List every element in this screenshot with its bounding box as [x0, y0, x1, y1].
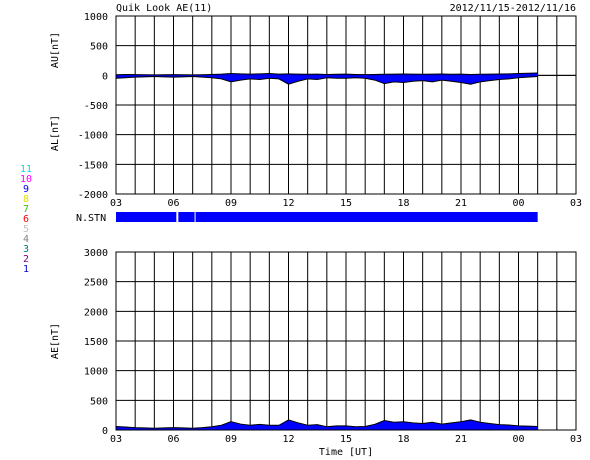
top-ytick-label: -500 [84, 101, 108, 112]
top-xtick-label: 06 [167, 198, 179, 209]
series-au-line [115, 72, 538, 76]
station-legend-item: 1 [23, 264, 29, 275]
station-legend-item: 2 [23, 254, 29, 265]
top-xtick-label: 03 [570, 198, 582, 209]
top-ytick-label: 1000 [84, 12, 108, 23]
station-legend-item: 8 [23, 194, 29, 205]
top-ytick-label: 500 [90, 42, 108, 53]
date-range: 2012/11/15-2012/11/16 [450, 3, 576, 14]
station-legend-item: 5 [23, 224, 29, 235]
station-count-bar: N.STN [76, 212, 538, 224]
bottom-ytick-label: 2000 [84, 307, 108, 318]
bottom-xtick-label: 18 [397, 434, 409, 445]
station-legend-item: 6 [23, 214, 29, 225]
top-xtick-label: 00 [512, 198, 524, 209]
nstn-label: N.STN [76, 213, 106, 224]
bottom-xtick-label: 21 [455, 434, 467, 445]
bottom-ytick-label: 0 [102, 426, 108, 437]
nstn-segment [178, 212, 195, 222]
top-xtick-label: 09 [225, 198, 237, 209]
station-legend-item: 11 [20, 164, 32, 175]
series-ae-line [115, 419, 538, 429]
series-al-line [115, 76, 538, 85]
ylabel-au: AU[nT] [50, 32, 61, 68]
bottom-xtick-label: 12 [282, 434, 294, 445]
top-ytick-label: -1000 [78, 131, 108, 142]
bottom-xtick-label: 03 [570, 434, 582, 445]
station-legend-item: 9 [23, 184, 29, 195]
bottom-ytick-label: 1500 [84, 337, 108, 348]
bottom-ytick-label: 2500 [84, 278, 108, 289]
series-al-area [116, 75, 538, 85]
station-legend-item: 7 [23, 204, 29, 215]
top-ytick-label: -1500 [78, 160, 108, 171]
top-xtick-label: 12 [282, 198, 294, 209]
bottom-xtick-label: 15 [340, 434, 352, 445]
top-xtick-label: 21 [455, 198, 467, 209]
nstn-segment [116, 212, 177, 222]
top-xtick-label: 15 [340, 198, 352, 209]
station-legend-item: 3 [23, 244, 29, 255]
bottom-plot-frame [115, 251, 577, 431]
chart-title: Quik Look AE(11) [116, 3, 212, 14]
ylabel-ae: AE[nT] [50, 323, 61, 359]
bottom-ytick-label: 1000 [84, 367, 108, 378]
top-plot-frame [115, 15, 577, 195]
top-ytick-label: 0 [102, 71, 108, 82]
top-xtick-label: 18 [397, 198, 409, 209]
bottom-xtick-label: 06 [167, 434, 179, 445]
bottom-xtick-label: 09 [225, 434, 237, 445]
nstn-segment [195, 212, 538, 222]
station-legend-item: 4 [23, 234, 29, 245]
top-xtick-label: 03 [110, 198, 122, 209]
xlabel-time: Time [UT] [319, 447, 373, 458]
series-au-area [116, 72, 538, 76]
ae-panel: 3000 2500 2000 1500 1000 500 0 03 06 09 12 15 18 21 0… [50, 248, 582, 458]
au-al-panel: 1000 500 0 -500 -1000 -1500 -2000 03 06 09 12 15 18… [50, 12, 582, 209]
bottom-ytick-label: 3000 [84, 248, 108, 259]
top-ytick-label: -2000 [78, 190, 108, 201]
bottom-xtick-label: 00 [512, 434, 524, 445]
bottom-xtick-label: 03 [110, 434, 122, 445]
ylabel-al: AL[nT] [50, 115, 61, 151]
bottom-ytick-label: 500 [90, 396, 108, 407]
station-legend-item: 10 [20, 174, 32, 185]
